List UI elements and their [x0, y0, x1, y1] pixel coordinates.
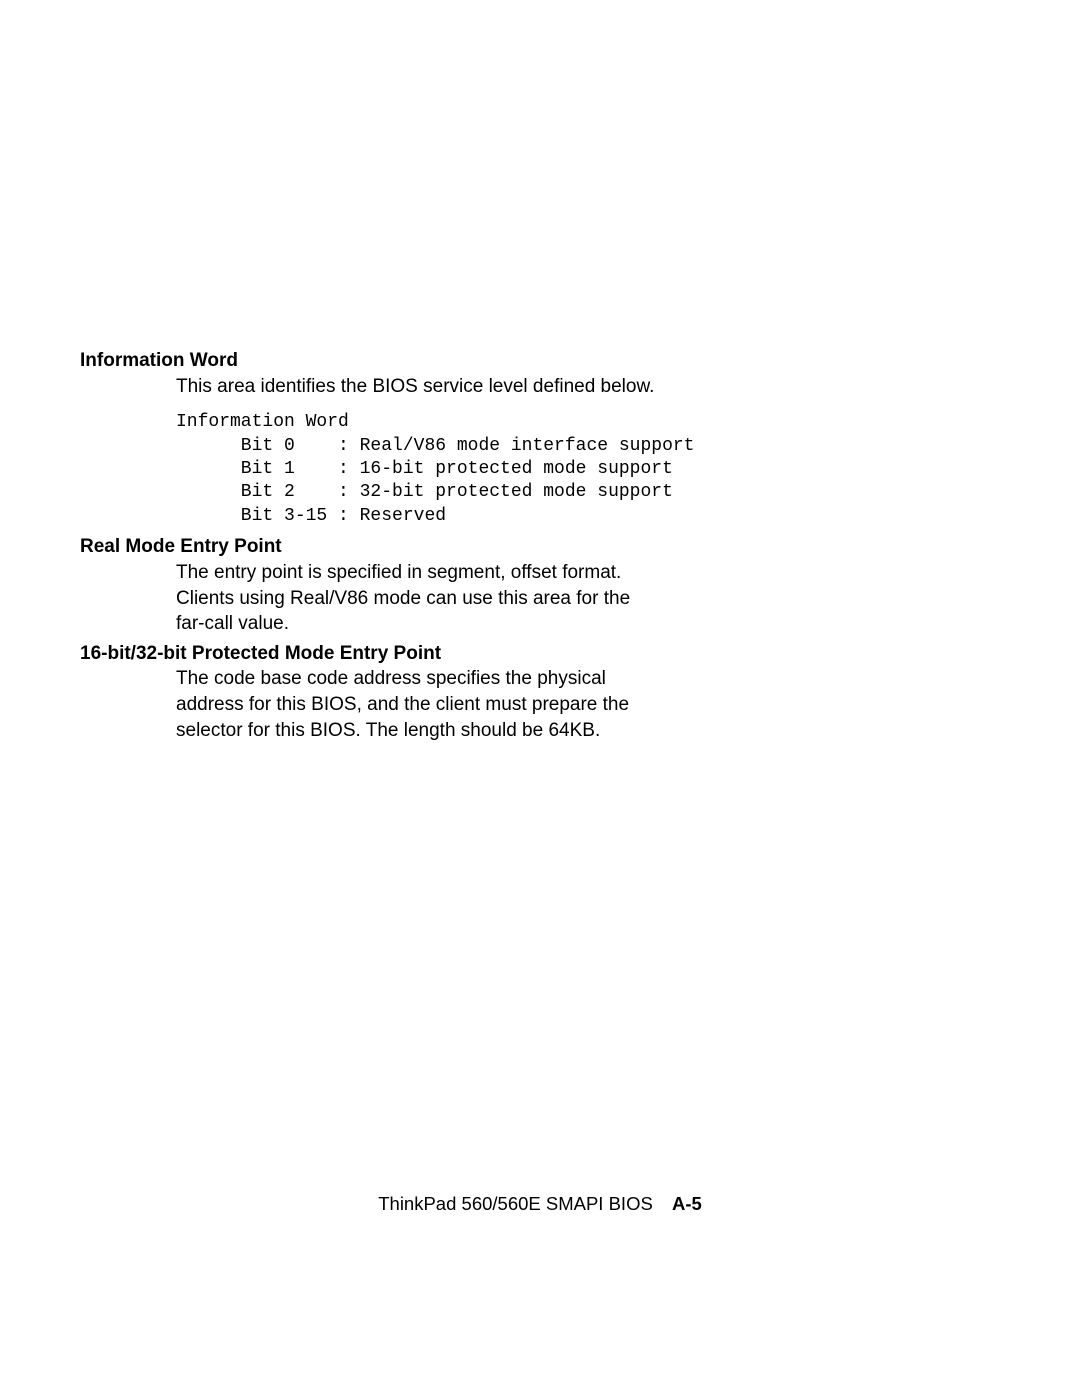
term-real-mode: Real Mode Entry Point: [80, 534, 1000, 560]
section-protected-mode: 16-bit/32-bit Protected Mode Entry Point…: [80, 641, 1000, 744]
term-information-word: Information Word: [80, 348, 1000, 374]
page-footer: ThinkPad 560/560E SMAPI BIOS A-5: [0, 1193, 1080, 1215]
footer-title: ThinkPad 560/560E SMAPI BIOS: [378, 1193, 653, 1214]
codeblock-information-word: Information Word Bit 0 : Real/V86 mode i…: [176, 411, 1000, 528]
term-protected-mode: 16-bit/32-bit Protected Mode Entry Point: [80, 641, 1000, 667]
page: Information Word This area identifies th…: [0, 0, 1080, 1397]
desc-protected-mode: The code base code address specifies the…: [176, 666, 656, 743]
section-information-word: Information Word This area identifies th…: [80, 348, 1000, 528]
desc-real-mode: The entry point is specified in segment,…: [176, 560, 656, 637]
footer-page-number: A-5: [672, 1193, 702, 1214]
desc-information-word: This area identifies the BIOS service le…: [176, 374, 656, 400]
section-real-mode: Real Mode Entry Point The entry point is…: [80, 534, 1000, 637]
